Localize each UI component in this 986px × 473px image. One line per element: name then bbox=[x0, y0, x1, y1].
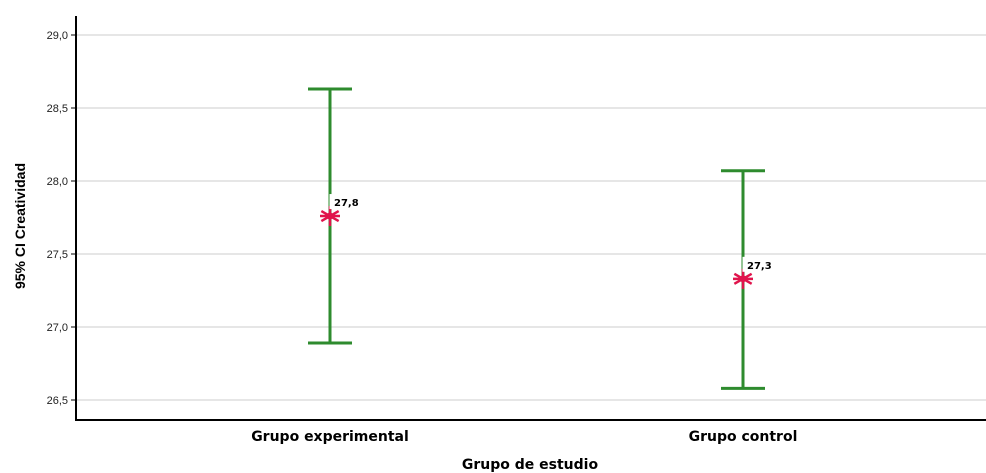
x-category-label: Grupo experimental bbox=[251, 429, 409, 445]
y-tick-label: 29,0 bbox=[47, 30, 68, 42]
x-category-labels: Grupo experimental Grupo control bbox=[251, 429, 797, 445]
y-tick-label: 26,5 bbox=[47, 395, 68, 407]
y-axis-title: 95% CI Creatividad bbox=[12, 163, 28, 289]
y-tick-label: 28,0 bbox=[47, 176, 68, 188]
gridlines bbox=[71, 34, 986, 401]
y-tick-label: 27,0 bbox=[47, 322, 68, 334]
x-axis-title: Grupo de estudio bbox=[462, 457, 599, 473]
y-tick-labels: 26,5 27,0 27,5 28,0 28,5 29,0 bbox=[47, 30, 68, 407]
mean-marker-center bbox=[739, 275, 747, 283]
data-label: 27,8 bbox=[334, 198, 359, 209]
y-tick-label: 28,5 bbox=[47, 103, 68, 115]
mean-marker-center bbox=[326, 212, 334, 220]
y-tick-label: 27,5 bbox=[47, 249, 68, 261]
x-category-label: Grupo control bbox=[689, 429, 798, 445]
error-bars: 27,8 27,3 bbox=[308, 87, 772, 390]
data-label: 27,3 bbox=[747, 261, 772, 272]
